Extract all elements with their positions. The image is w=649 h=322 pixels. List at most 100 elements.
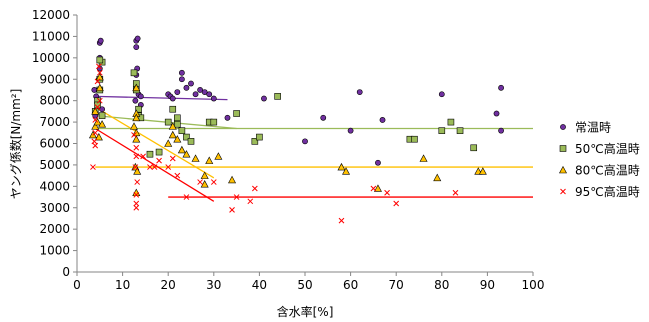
data-point-series-4 bbox=[94, 104, 101, 110]
data-point-series-2 bbox=[164, 118, 172, 126]
legend-label-2: 50℃高温時 bbox=[575, 141, 640, 156]
data-point-series-4 bbox=[370, 185, 377, 192]
data-point-series-4 bbox=[94, 78, 101, 85]
data-point-series-4 bbox=[452, 189, 459, 196]
data-point-series-2 bbox=[251, 138, 259, 145]
data-point-series-2 bbox=[135, 105, 142, 113]
data-point-series-3 bbox=[164, 139, 173, 147]
data-point-series-1 bbox=[493, 110, 500, 117]
data-point-series-4 bbox=[133, 144, 140, 151]
data-point-series-3 bbox=[177, 145, 186, 154]
data-point-series-3 bbox=[91, 122, 100, 130]
legend-label-4: 95℃高温時 bbox=[575, 184, 640, 199]
x-tick-label: 10 bbox=[115, 278, 130, 292]
data-point-series-4 bbox=[210, 179, 217, 185]
data-point-series-4 bbox=[132, 164, 139, 170]
y-tick-label: 11000 bbox=[32, 29, 70, 43]
data-point-series-3 bbox=[478, 167, 487, 175]
data-point-series-4 bbox=[393, 200, 400, 207]
y-tick-label: 2000 bbox=[39, 222, 70, 236]
data-point-series-4 bbox=[174, 172, 181, 179]
data-point-series-1 bbox=[169, 95, 176, 102]
data-point-series-1 bbox=[174, 89, 181, 95]
data-point-series-1 bbox=[134, 35, 141, 42]
data-point-series-4 bbox=[338, 217, 345, 224]
data-point-series-2 bbox=[155, 148, 163, 156]
legend-marker-3 bbox=[558, 165, 568, 174]
data-point-series-3 bbox=[98, 120, 107, 128]
legend-label-3: 80℃高温時 bbox=[575, 163, 640, 178]
data-point-series-1 bbox=[375, 159, 381, 166]
x-tick-label: 30 bbox=[206, 278, 221, 292]
data-point-series-4 bbox=[133, 192, 140, 198]
x-tick-label: 50 bbox=[297, 278, 312, 292]
data-point-series-4 bbox=[169, 155, 176, 162]
data-point-series-4 bbox=[92, 117, 99, 123]
data-point-series-1 bbox=[91, 87, 98, 93]
data-point-series-1 bbox=[133, 44, 140, 51]
data-point-series-3 bbox=[173, 135, 182, 143]
data-point-series-3 bbox=[168, 130, 177, 139]
x-axis-title: 含水率[%] bbox=[277, 304, 334, 319]
data-point-series-1 bbox=[498, 127, 504, 134]
data-point-series-2 bbox=[233, 110, 240, 117]
y-tick-label: 10000 bbox=[32, 51, 70, 65]
data-point-series-3 bbox=[168, 122, 177, 130]
data-point-series-2 bbox=[146, 150, 154, 158]
y-tick-label: 7000 bbox=[39, 115, 70, 129]
data-point-series-1 bbox=[438, 91, 445, 98]
data-point-series-2 bbox=[183, 133, 190, 141]
data-point-series-2 bbox=[178, 127, 186, 134]
y-tick-label: 9000 bbox=[39, 72, 70, 86]
y-tick-label: 3000 bbox=[39, 201, 70, 215]
data-point-series-3 bbox=[228, 175, 237, 184]
data-point-series-1 bbox=[192, 91, 199, 98]
data-point-series-2 bbox=[169, 105, 177, 113]
data-point-series-3 bbox=[191, 154, 200, 162]
data-point-series-3 bbox=[132, 135, 141, 143]
y-tick-label: 1000 bbox=[39, 244, 70, 258]
data-point-series-1 bbox=[379, 117, 386, 123]
data-point-series-1 bbox=[206, 91, 213, 98]
data-point-series-4 bbox=[90, 164, 96, 170]
data-point-series-4 bbox=[251, 185, 258, 192]
data-point-series-4 bbox=[151, 164, 158, 170]
data-point-series-2 bbox=[174, 114, 181, 122]
data-point-series-4 bbox=[156, 157, 162, 164]
data-point-series-3 bbox=[182, 150, 191, 158]
data-point-series-3 bbox=[200, 180, 209, 188]
data-point-series-3 bbox=[200, 171, 209, 179]
data-point-series-1 bbox=[183, 84, 190, 91]
data-point-series-4 bbox=[131, 132, 137, 138]
data-point-series-4 bbox=[165, 164, 172, 170]
data-point-series-4 bbox=[140, 153, 146, 160]
data-point-series-3 bbox=[133, 167, 142, 175]
data-point-series-1 bbox=[178, 69, 185, 76]
data-point-series-2 bbox=[256, 133, 263, 141]
data-point-series-2 bbox=[187, 138, 195, 145]
data-point-series-4 bbox=[92, 142, 99, 149]
x-tick-label: 100 bbox=[522, 278, 545, 292]
y-tick-label: 6000 bbox=[39, 137, 70, 151]
legend-marker-2 bbox=[559, 145, 567, 152]
data-point-series-2 bbox=[174, 120, 181, 128]
y-tick-label: 0 bbox=[62, 265, 70, 279]
y-tick-label: 5000 bbox=[39, 158, 70, 172]
data-point-series-4 bbox=[233, 194, 240, 200]
data-point-series-1 bbox=[188, 80, 194, 87]
data-point-series-4 bbox=[197, 179, 203, 185]
data-point-series-4 bbox=[183, 194, 190, 200]
data-point-series-4 bbox=[384, 189, 390, 196]
data-point-series-3 bbox=[337, 162, 346, 171]
data-point-series-3 bbox=[132, 83, 141, 92]
x-tick-label: 20 bbox=[161, 278, 176, 292]
data-point-series-4 bbox=[96, 97, 103, 104]
data-point-series-1 bbox=[261, 95, 267, 102]
data-point-series-4 bbox=[133, 153, 140, 160]
data-point-series-3 bbox=[214, 152, 223, 160]
data-point-series-1 bbox=[224, 114, 231, 121]
legend-marker-4 bbox=[560, 188, 566, 195]
data-point-series-1 bbox=[320, 114, 327, 121]
fit-line-4 bbox=[94, 127, 215, 202]
